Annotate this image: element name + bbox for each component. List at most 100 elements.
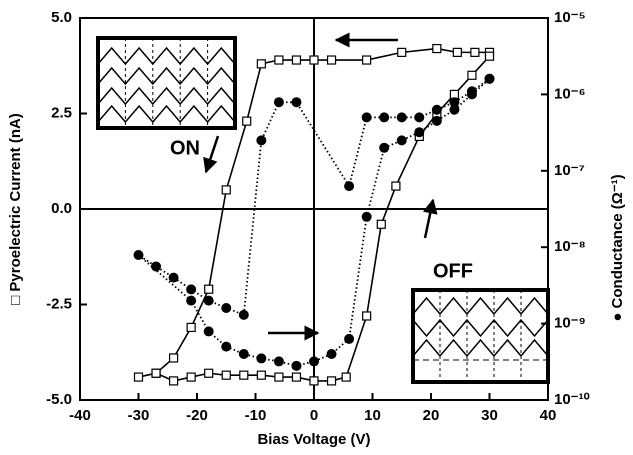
annotation: ON (170, 137, 200, 159)
inset-zigzag (412, 318, 549, 338)
circle-marker (396, 135, 407, 146)
square-marker (362, 55, 372, 65)
square-marker (432, 43, 442, 54)
y-tick-label: 0.0 (51, 200, 72, 217)
circle-marker (431, 104, 442, 115)
square-marker (341, 372, 351, 382)
circle-marker (326, 349, 337, 360)
circle-marker (379, 142, 390, 153)
y2-axis-label: ● Conductance (Ω⁻¹) (609, 174, 626, 321)
circle-marker (344, 181, 355, 192)
square-marker (151, 368, 161, 378)
circle-marker (309, 356, 319, 367)
square-marker (256, 59, 266, 69)
x-tick-label: -10 (245, 407, 267, 424)
square-marker (452, 47, 462, 57)
square-marker (449, 89, 459, 100)
square-marker (326, 55, 337, 65)
square-marker (291, 372, 302, 382)
insets (96, 36, 550, 384)
square-marker (242, 116, 252, 126)
square-marker (169, 376, 179, 386)
circle-marker (221, 341, 232, 352)
square-marker (204, 284, 214, 294)
circle-marker (186, 284, 197, 295)
x-tick-label: 10 (364, 407, 381, 424)
circle-marker (256, 353, 267, 364)
annotation: OFF (433, 260, 473, 282)
circle-marker (168, 272, 179, 283)
square-marker (274, 55, 284, 65)
inset-zigzag (97, 86, 236, 106)
y2-tick-label: 10⁻⁸ (554, 238, 586, 255)
square-marker (376, 219, 386, 229)
x-tick-label: 20 (423, 407, 440, 424)
circle-marker (273, 356, 284, 367)
square-marker (326, 376, 337, 386)
y-tick-label: -2.5 (46, 295, 72, 312)
inset-zigzag (97, 66, 236, 86)
x-tick-label: -40 (69, 407, 91, 424)
square-marker (239, 370, 249, 380)
circle-marker (203, 326, 214, 337)
arrow (203, 135, 220, 174)
inset-zigzag (412, 296, 549, 316)
circle-marker (151, 261, 162, 272)
square-marker (291, 55, 302, 65)
square-marker (186, 322, 196, 333)
square-marker (467, 70, 477, 80)
square-marker (169, 353, 179, 363)
square-marker (133, 372, 144, 382)
circle-marker (133, 250, 144, 261)
circle-marker (361, 211, 372, 222)
square-marker (391, 181, 401, 191)
square-marker (204, 368, 214, 378)
circle-marker (238, 349, 249, 360)
y2-tick-label: 10⁻⁶ (554, 85, 586, 102)
x-axis-label: Bias Voltage (V) (257, 431, 370, 448)
y-tick-label: 2.5 (51, 104, 72, 121)
circle-marker (291, 360, 302, 371)
circle-marker (484, 73, 495, 84)
square-marker (484, 51, 495, 61)
circle-marker (273, 97, 284, 108)
x-tick-label: 0 (310, 407, 318, 424)
square-marker (470, 47, 480, 57)
x-tick-label: -30 (128, 407, 150, 424)
y-tick-label: -5.0 (46, 391, 72, 408)
square-marker (186, 372, 196, 382)
circle-marker (238, 309, 249, 320)
circle-marker (221, 303, 232, 314)
x-tick-label: 40 (540, 407, 557, 424)
circle-marker (431, 115, 442, 126)
square-marker (309, 55, 319, 65)
x-tick-label: -20 (186, 407, 208, 424)
inset-zigzag (97, 104, 236, 124)
circle-marker (449, 97, 460, 108)
y2-tick-label: 10⁻⁵ (554, 9, 586, 26)
square-marker (362, 311, 372, 321)
square-marker (309, 376, 319, 386)
y-axis-label: □ Pyroelectric Current (nA) (7, 113, 24, 305)
inset-zigzag (97, 46, 236, 66)
square-marker (256, 370, 266, 380)
square-marker (221, 185, 231, 195)
circle-marker (466, 89, 477, 100)
circle-marker (291, 97, 302, 108)
y-tick-label: 5.0 (51, 9, 72, 26)
circle-marker (361, 112, 372, 123)
circle-marker (449, 104, 460, 115)
square-marker (274, 372, 284, 382)
square-marker (397, 47, 407, 57)
inset-zigzag (412, 338, 549, 358)
y2-tick-label: 10⁻⁷ (554, 162, 585, 179)
circle-marker (256, 135, 267, 146)
circle-marker (203, 295, 214, 306)
y2-tick-label: 10⁻¹⁰ (554, 391, 590, 408)
circle-marker (344, 333, 355, 344)
circle-marker (379, 112, 390, 123)
circle-marker (186, 295, 197, 306)
square-marker (221, 370, 231, 380)
y2-tick-label: 10⁻⁹ (554, 315, 586, 332)
